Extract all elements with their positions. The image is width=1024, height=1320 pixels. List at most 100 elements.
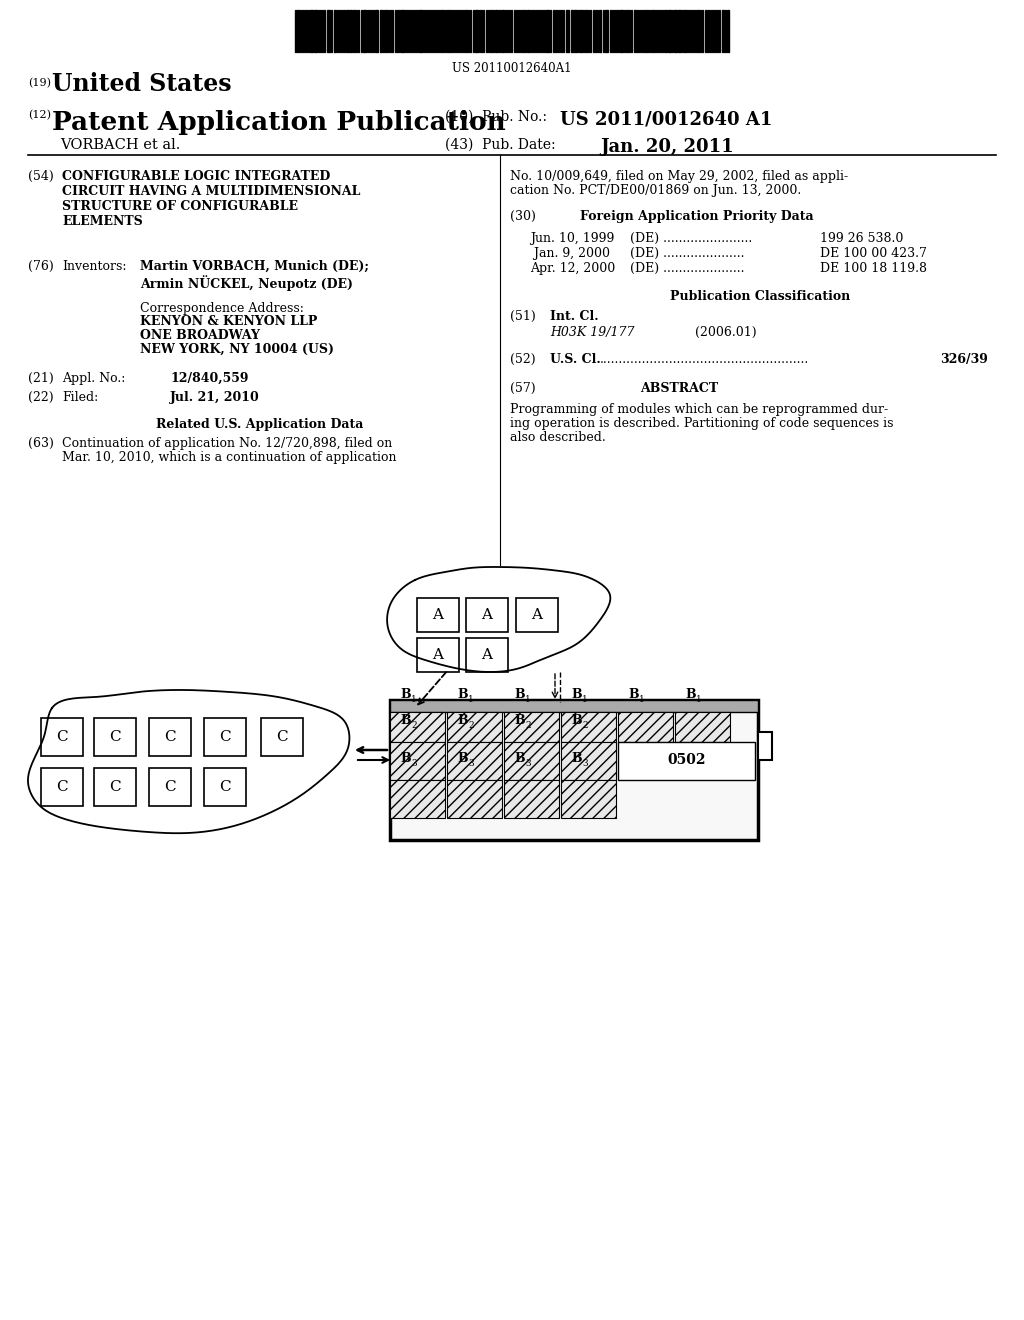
Bar: [417, 638, 459, 672]
Bar: [605, 11, 608, 51]
Text: Appl. No.:: Appl. No.:: [62, 372, 125, 385]
Bar: [645, 11, 647, 51]
Bar: [441, 11, 443, 51]
Text: B: B: [400, 751, 411, 764]
Text: B: B: [514, 751, 524, 764]
Text: ing operation is described. Partitioning of code sequences is: ing operation is described. Partitioning…: [510, 417, 894, 430]
Text: (54): (54): [28, 170, 53, 183]
Text: Jan. 9, 2000: Jan. 9, 2000: [530, 247, 610, 260]
Bar: [495, 11, 497, 51]
Text: VORBACH et al.: VORBACH et al.: [60, 139, 180, 152]
Text: DE 100 18 119.8: DE 100 18 119.8: [820, 261, 927, 275]
Text: (DE) .......................: (DE) .......................: [630, 232, 753, 246]
Bar: [561, 780, 616, 818]
Bar: [297, 11, 299, 51]
Bar: [419, 11, 422, 51]
Bar: [674, 11, 677, 51]
Text: B: B: [400, 714, 411, 726]
Bar: [447, 711, 502, 742]
Text: Jun. 10, 1999: Jun. 10, 1999: [530, 232, 614, 246]
Bar: [675, 711, 730, 742]
Bar: [390, 742, 445, 780]
Bar: [417, 598, 459, 632]
Bar: [727, 11, 729, 51]
Text: B: B: [571, 714, 582, 726]
Bar: [574, 11, 577, 51]
Text: H03K 19/177: H03K 19/177: [550, 326, 635, 339]
Bar: [390, 700, 758, 711]
Bar: [375, 11, 378, 51]
Text: B: B: [571, 751, 582, 764]
Bar: [561, 742, 616, 780]
Bar: [580, 11, 582, 51]
Bar: [465, 11, 467, 51]
Text: cation No. PCT/DE00/01869 on Jun. 13, 2000.: cation No. PCT/DE00/01869 on Jun. 13, 20…: [510, 183, 801, 197]
Bar: [571, 11, 573, 51]
Bar: [620, 11, 623, 51]
Bar: [390, 711, 445, 742]
Text: Related U.S. Application Data: Related U.S. Application Data: [157, 418, 364, 432]
Text: Mar. 10, 2010, which is a continuation of application: Mar. 10, 2010, which is a continuation o…: [62, 451, 396, 465]
Bar: [466, 638, 508, 672]
Text: B: B: [400, 688, 411, 701]
Bar: [390, 780, 445, 818]
Bar: [347, 11, 349, 51]
Bar: [652, 11, 654, 51]
Text: 3: 3: [411, 759, 417, 768]
Bar: [722, 11, 724, 51]
Bar: [390, 700, 758, 840]
Text: 199 26 538.0: 199 26 538.0: [820, 232, 903, 246]
Bar: [516, 598, 558, 632]
Text: Inventors:: Inventors:: [62, 260, 127, 273]
Text: (19): (19): [28, 78, 51, 88]
Text: C: C: [110, 780, 121, 795]
Text: CONFIGURABLE LOGIC INTEGRATED
CIRCUIT HAVING A MULTIDIMENSIONAL
STRUCTURE OF CON: CONFIGURABLE LOGIC INTEGRATED CIRCUIT HA…: [62, 170, 360, 228]
Bar: [678, 11, 681, 51]
Bar: [150, 718, 191, 756]
Text: Foreign Application Priority Data: Foreign Application Priority Data: [580, 210, 814, 223]
Bar: [150, 768, 191, 807]
Text: ......................................................: ........................................…: [600, 352, 809, 366]
Bar: [626, 11, 628, 51]
Text: A: A: [432, 648, 443, 663]
Bar: [380, 11, 382, 51]
Text: KENYON & KENYON LLP: KENYON & KENYON LLP: [140, 315, 317, 327]
Text: US 2011/0012640 A1: US 2011/0012640 A1: [560, 110, 772, 128]
Text: 2: 2: [411, 722, 417, 730]
Text: C: C: [219, 730, 230, 744]
Bar: [41, 768, 83, 807]
Bar: [561, 711, 616, 742]
Bar: [634, 11, 636, 51]
Text: US 20110012640A1: US 20110012640A1: [453, 62, 571, 75]
Text: 3: 3: [525, 759, 530, 768]
Text: 1: 1: [411, 696, 417, 705]
Bar: [566, 11, 569, 51]
Bar: [362, 11, 366, 51]
Text: (DE) .....................: (DE) .....................: [630, 261, 744, 275]
Bar: [94, 718, 136, 756]
Bar: [261, 718, 303, 756]
Text: U.S. Cl.: U.S. Cl.: [550, 352, 601, 366]
Bar: [490, 11, 492, 51]
Bar: [504, 742, 559, 780]
Bar: [334, 11, 336, 51]
Text: B: B: [628, 688, 639, 701]
Text: ONE BROADWAY: ONE BROADWAY: [140, 329, 260, 342]
Bar: [401, 11, 404, 51]
Text: (57): (57): [510, 381, 536, 395]
Text: Filed:: Filed:: [62, 391, 98, 404]
Text: Martin VORBACH, Munich (DE);: Martin VORBACH, Munich (DE);: [140, 260, 369, 273]
Text: ABSTRACT: ABSTRACT: [640, 381, 718, 395]
Text: Apr. 12, 2000: Apr. 12, 2000: [530, 261, 615, 275]
Text: A: A: [481, 609, 493, 622]
Text: B: B: [571, 688, 582, 701]
Text: C: C: [110, 730, 121, 744]
Text: B: B: [457, 714, 468, 726]
Bar: [310, 11, 313, 51]
Text: 1: 1: [639, 696, 645, 705]
Text: B: B: [514, 688, 524, 701]
Text: 12/840,559: 12/840,559: [170, 372, 249, 385]
Text: Correspondence Address:: Correspondence Address:: [140, 302, 304, 315]
Bar: [204, 718, 246, 756]
Text: 1: 1: [696, 696, 701, 705]
